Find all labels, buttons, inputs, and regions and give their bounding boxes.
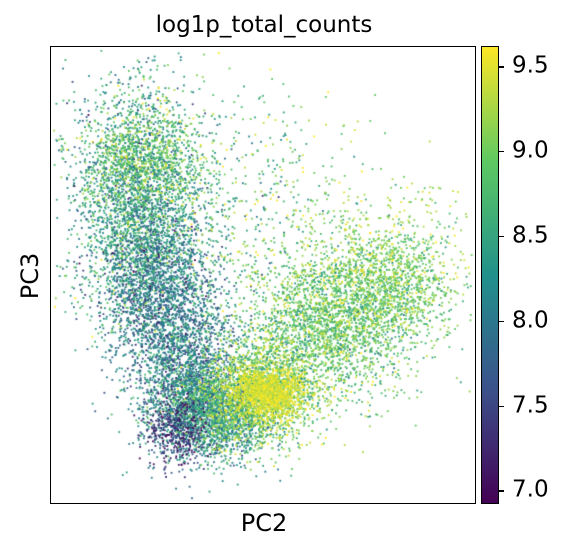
- colorbar-tick-label: 8.5: [512, 222, 549, 249]
- plot-area: [50, 46, 476, 504]
- colorbar-tick: [498, 320, 504, 323]
- colorbar-tick-label: 7.0: [512, 476, 549, 503]
- colorbar: [481, 46, 499, 504]
- colorbar-tick-label: 8.0: [512, 307, 549, 334]
- colorbar-tick: [498, 490, 504, 492]
- scatter-points: [51, 47, 475, 503]
- chart-title: log1p_total_counts: [155, 12, 373, 38]
- x-axis-label: PC2: [240, 509, 288, 537]
- colorbar-tick: [498, 151, 504, 153]
- colorbar-tick: [498, 235, 504, 238]
- colorbar-tick: [498, 66, 504, 68]
- colorbar-tick: [498, 405, 504, 407]
- colorbar-tick-label: 9.0: [512, 137, 549, 164]
- y-axis-label: PC3: [16, 252, 44, 300]
- colorbar-tick-label: 7.5: [512, 392, 549, 419]
- colorbar-tick-label: 9.5: [512, 52, 549, 79]
